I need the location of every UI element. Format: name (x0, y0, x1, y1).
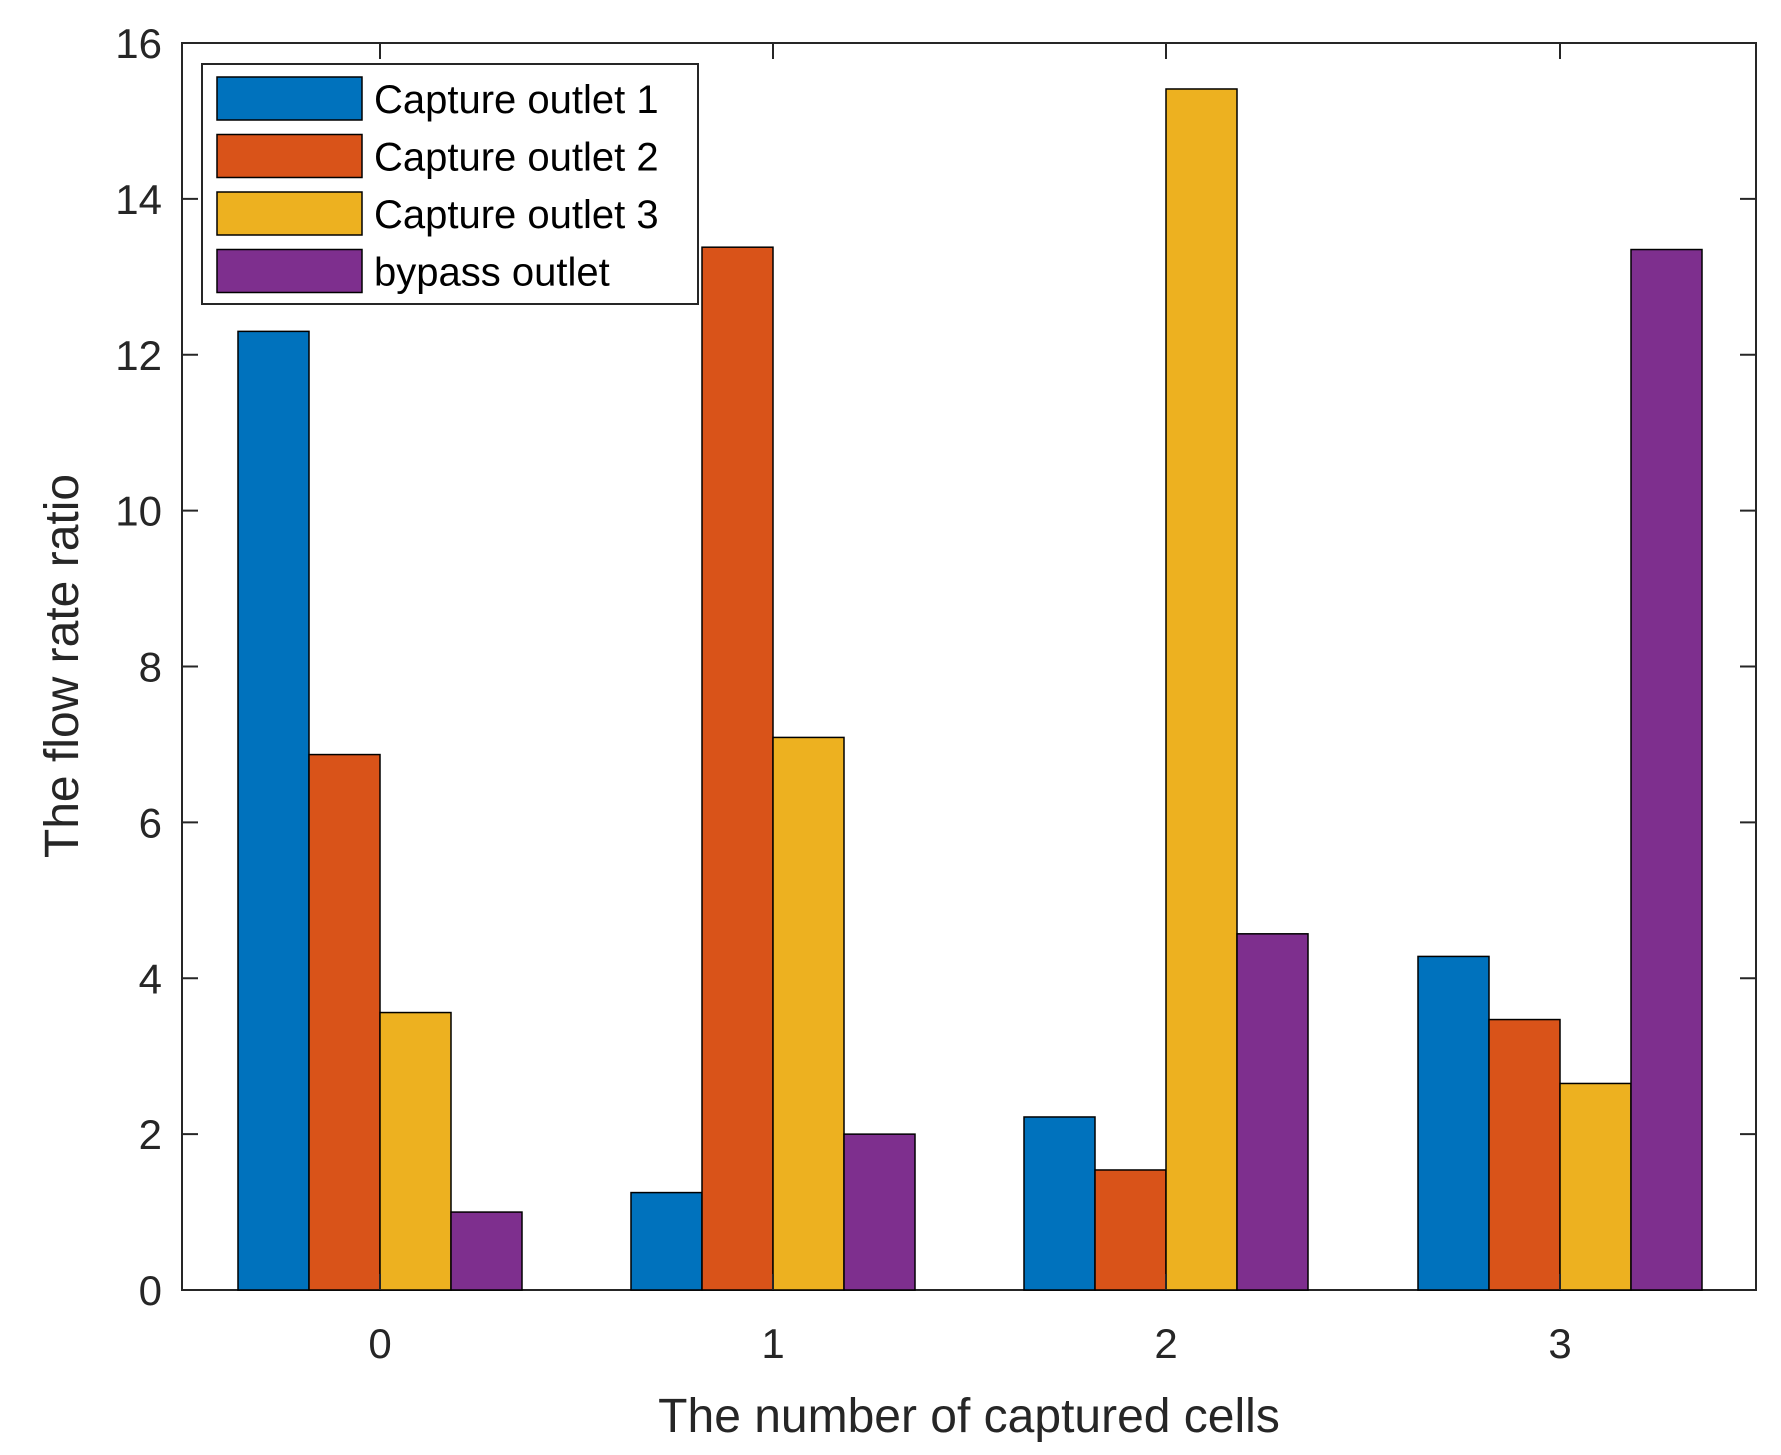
y-tick-label: 10 (115, 488, 162, 535)
y-tick-label: 2 (139, 1111, 162, 1158)
x-axis-label: The number of captured cells (658, 1390, 1280, 1443)
y-tick-label: 14 (115, 176, 162, 223)
y-tick-label: 4 (139, 955, 162, 1002)
x-axis-ticks: 0 1 2 3 (368, 43, 1572, 1367)
bar-capture-outlet-1-cat-0 (237, 330, 310, 1291)
legend-swatch (216, 133, 363, 179)
x-tick-label: 1 (761, 1320, 784, 1367)
bar-capture-outlet-3-cat-2 (1165, 88, 1238, 1291)
legend-label: Capture outlet 1 (374, 78, 659, 122)
bar-capture-outlet-1-cat-2 (1023, 1116, 1096, 1291)
bar-capture-outlet-1-cat-1 (630, 1191, 703, 1291)
bar-capture-outlet-2-cat-0 (308, 753, 381, 1291)
bar-capture-outlet-3-cat-3 (1559, 1082, 1632, 1291)
y-axis-label: The flow rate ratio (36, 474, 89, 858)
y-tick-label: 0 (139, 1267, 162, 1314)
legend: Capture outlet 1 Capture outlet 2 Capture … (201, 63, 699, 305)
y-axis-ticks: 0 2 4 6 8 10 12 14 16 (115, 20, 1756, 1314)
x-tick-label: 0 (368, 1320, 391, 1367)
bar-capture-outlet-3-cat-0 (379, 1011, 452, 1291)
bar-bypass-outlet-cat-2 (1236, 933, 1309, 1291)
legend-swatch (216, 76, 363, 121)
legend-swatch (216, 191, 363, 236)
bar-capture-outlet-1-cat-3 (1417, 955, 1490, 1291)
bar-capture-outlet-2-cat-2 (1094, 1169, 1167, 1291)
x-tick-label: 2 (1154, 1320, 1177, 1367)
bar-capture-outlet-3-cat-1 (772, 736, 845, 1291)
bar-bypass-outlet-cat-0 (450, 1211, 523, 1291)
legend-label: Capture outlet 2 (374, 136, 659, 180)
bar-bypass-outlet-cat-3 (1630, 248, 1703, 1291)
bars-layer (237, 88, 1703, 1291)
legend-swatch (216, 248, 363, 294)
y-tick-label: 8 (139, 644, 162, 691)
y-tick-label: 12 (115, 332, 162, 379)
bar-capture-outlet-2-cat-1 (701, 246, 774, 1291)
legend-label: bypass outlet (374, 251, 610, 295)
bar-capture-outlet-2-cat-3 (1488, 1018, 1561, 1291)
x-tick-label: 3 (1548, 1320, 1571, 1367)
legend-label: Capture outlet 3 (374, 193, 659, 237)
bar-bypass-outlet-cat-1 (843, 1133, 916, 1291)
y-tick-label: 16 (115, 20, 162, 67)
y-tick-label: 6 (139, 799, 162, 846)
